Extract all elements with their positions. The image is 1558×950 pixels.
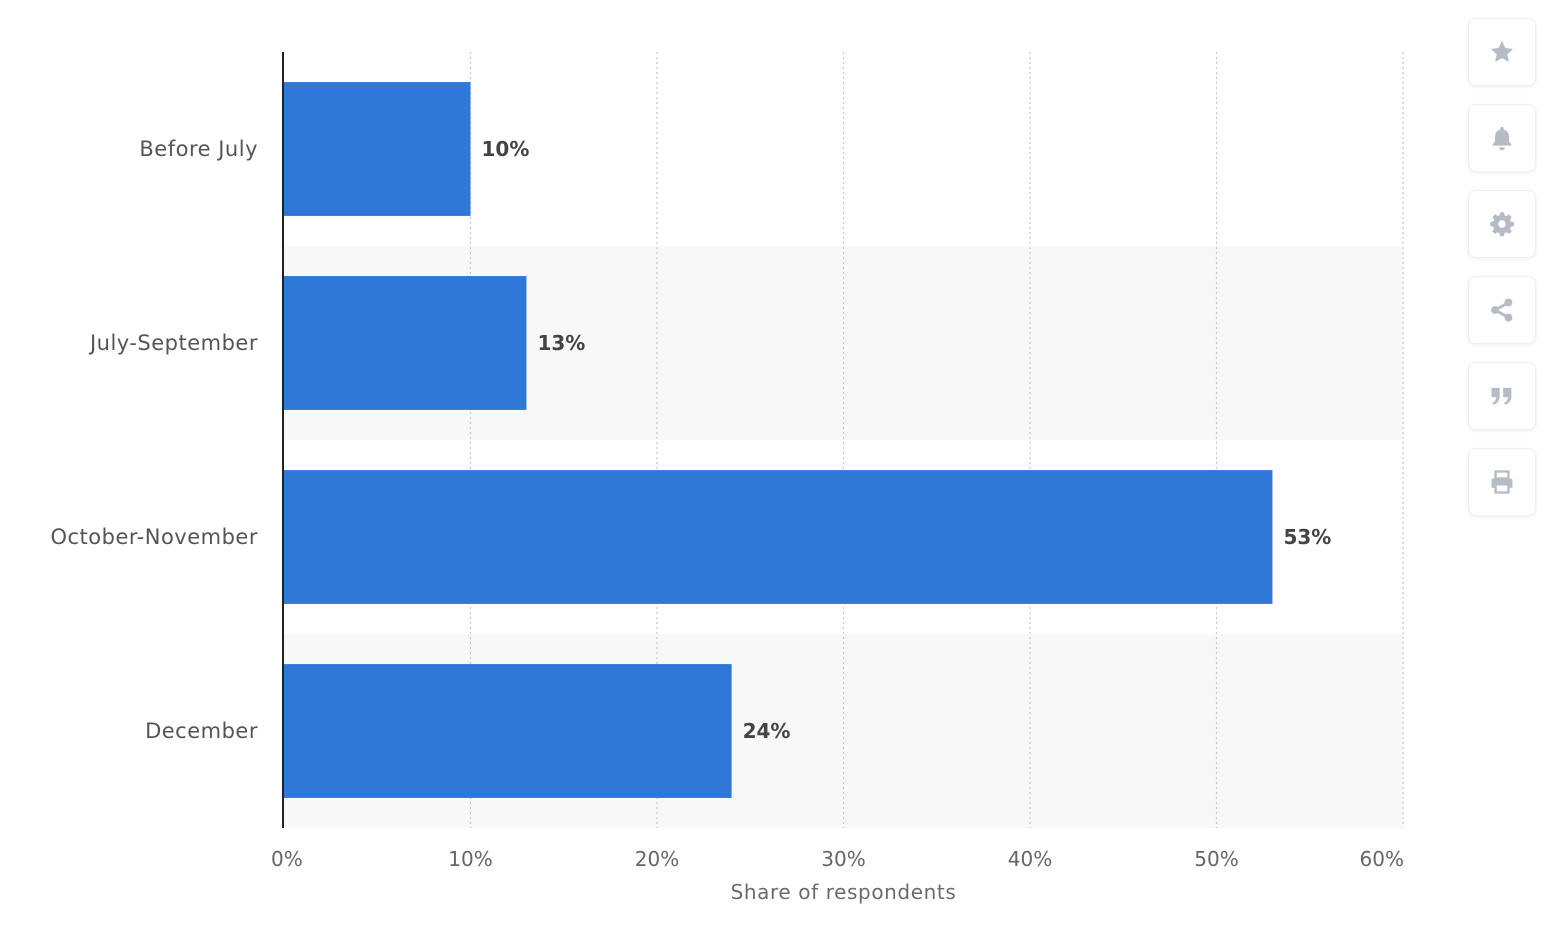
settings-button[interactable] xyxy=(1468,190,1536,258)
value-label: 53% xyxy=(1283,525,1331,549)
value-label: 24% xyxy=(743,719,791,743)
value-label: 13% xyxy=(537,331,585,355)
bar[interactable] xyxy=(284,276,527,410)
bar[interactable] xyxy=(284,82,471,216)
category-label: October-November xyxy=(50,525,258,549)
print-icon xyxy=(1491,470,1513,494)
share-button[interactable] xyxy=(1468,276,1536,344)
cite-button[interactable] xyxy=(1468,362,1536,430)
bar[interactable] xyxy=(284,470,1273,604)
category-labels: Before July July-September October-Novembe… xyxy=(50,137,258,743)
x-tick-label: 60% xyxy=(1360,847,1404,871)
bar[interactable] xyxy=(284,664,732,798)
gear-icon xyxy=(1490,212,1514,237)
x-tick-label: 20% xyxy=(635,847,679,871)
x-tick-label: 50% xyxy=(1194,847,1238,871)
bell-icon xyxy=(1492,126,1512,151)
quote-icon xyxy=(1491,387,1512,405)
x-tick-label: 0% xyxy=(271,847,303,871)
notification-button[interactable] xyxy=(1468,104,1536,172)
category-label: July-September xyxy=(88,331,258,355)
print-button[interactable] xyxy=(1468,448,1536,516)
value-label: 10% xyxy=(482,137,530,161)
x-tick-labels: 0% 10% 20% 30% 40% 50% 60% xyxy=(271,847,1404,871)
bar-chart: 10% 13% 53% 24% Before July July-September Oc… xyxy=(50,52,1404,904)
x-tick-label: 10% xyxy=(448,847,492,871)
share-icon xyxy=(1491,298,1513,322)
category-label: December xyxy=(145,719,258,743)
category-label: Before July xyxy=(139,137,258,161)
value-labels: 10% 13% 53% 24% xyxy=(482,137,1332,743)
favorite-button[interactable] xyxy=(1468,18,1536,86)
x-axis-title: Share of respondents xyxy=(731,880,957,904)
bars xyxy=(284,82,1273,798)
chart-toolbar xyxy=(1468,18,1536,534)
x-tick-label: 40% xyxy=(1008,847,1052,871)
star-icon xyxy=(1490,40,1514,62)
x-tick-label: 30% xyxy=(821,847,865,871)
